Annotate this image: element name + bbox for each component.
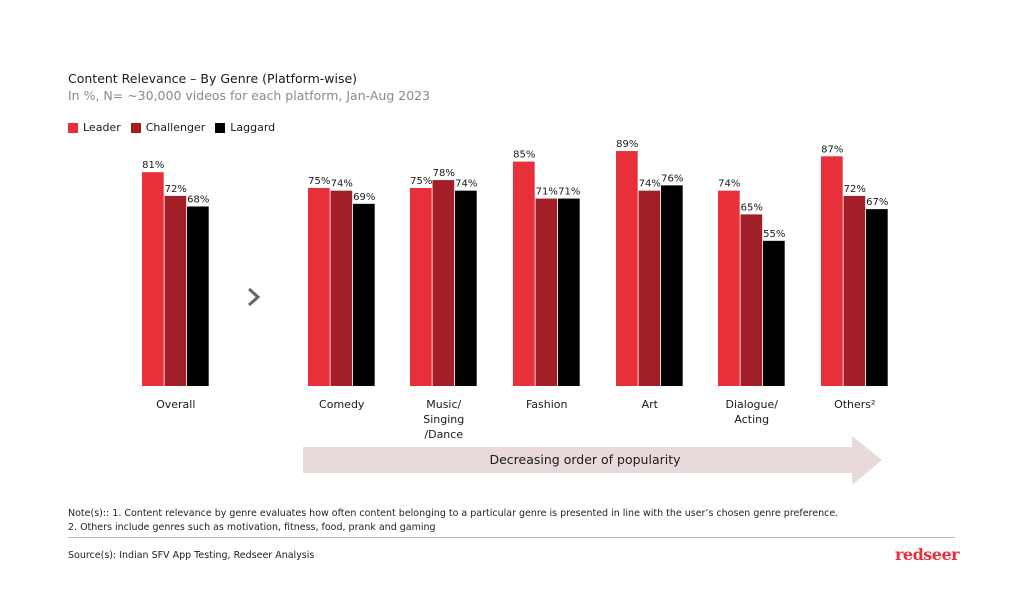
chart-subtitle: In %, N= ~30,000 videos for each platfor… [68,88,431,103]
chevron-right-icon [248,287,261,307]
data-label: 68% [187,194,209,205]
data-label: 78% [433,168,455,179]
redseer-logo: redseer [895,545,960,564]
note-2: 2. Others include genres such as motivat… [68,522,436,533]
bar-laggard [866,209,888,386]
data-label: 75% [308,176,330,187]
category-label: Art [642,398,659,411]
data-label: 74% [455,179,477,190]
source: Source(s): Indian SFV App Testing, Redse… [68,550,315,561]
data-label: 74% [718,179,740,190]
bar-leader [142,172,164,386]
data-label: 81% [142,160,164,171]
data-label: 85% [513,150,535,161]
bar-laggard [455,190,477,386]
data-label: 71% [558,187,580,198]
data-label: 67% [866,197,888,208]
category-label: Music/ [426,398,461,411]
data-label: 89% [616,139,638,150]
data-label: 76% [661,173,683,184]
bar-laggard [353,203,375,386]
bar-leader [718,190,740,386]
data-label: 74% [331,179,353,190]
popularity-arrow [303,436,882,485]
bar-laggard [763,240,785,386]
bar-leader [616,151,638,386]
bar-challenger [740,214,763,386]
category-label: Comedy [319,398,365,411]
legend-swatch [215,122,226,133]
bar-challenger [535,198,558,386]
bar-laggard [558,198,580,386]
category-label: Others² [834,398,875,411]
data-label: 74% [639,179,661,190]
chart-title: Content Relevance – By Genre (Platform-w… [68,71,358,86]
category-label: Overall [156,398,195,411]
legend-swatch [130,122,141,133]
note-1: Note(s):: 1. Content relevance by genre … [68,508,839,519]
category-label: Acting [734,413,769,426]
legend-item-challenger: Challenger [130,121,205,134]
bar-leader [410,188,432,386]
category-label: /Dance [424,428,463,441]
bar-leader [513,161,535,386]
legend: Leader Challenger Laggard [68,121,275,134]
category-label: Singing [423,413,464,426]
legend-item-laggard: Laggard [215,121,275,134]
data-label: 55% [763,229,785,240]
category-label: Fashion [526,398,568,411]
arrow-label: Decreasing order of popularity [489,452,681,467]
bar-leader [821,156,843,386]
data-label: 72% [844,184,866,195]
category-label: Dialogue/ [726,398,779,411]
legend-item-leader: Leader [68,121,121,134]
legend-swatch [68,122,78,133]
bar-challenger [164,195,187,386]
data-label: 75% [410,176,432,187]
data-label: 69% [353,192,375,203]
bar-challenger [843,195,866,386]
bar-laggard [187,206,209,386]
data-label: 65% [741,202,763,213]
data-label: 72% [165,184,187,195]
bar-leader [308,188,330,386]
data-label: 71% [536,187,558,198]
divider [68,537,955,538]
bar-laggard [661,185,683,386]
bar-challenger [432,180,455,386]
bar-challenger [638,190,661,386]
data-label: 87% [821,144,843,155]
bar-challenger [330,190,353,386]
